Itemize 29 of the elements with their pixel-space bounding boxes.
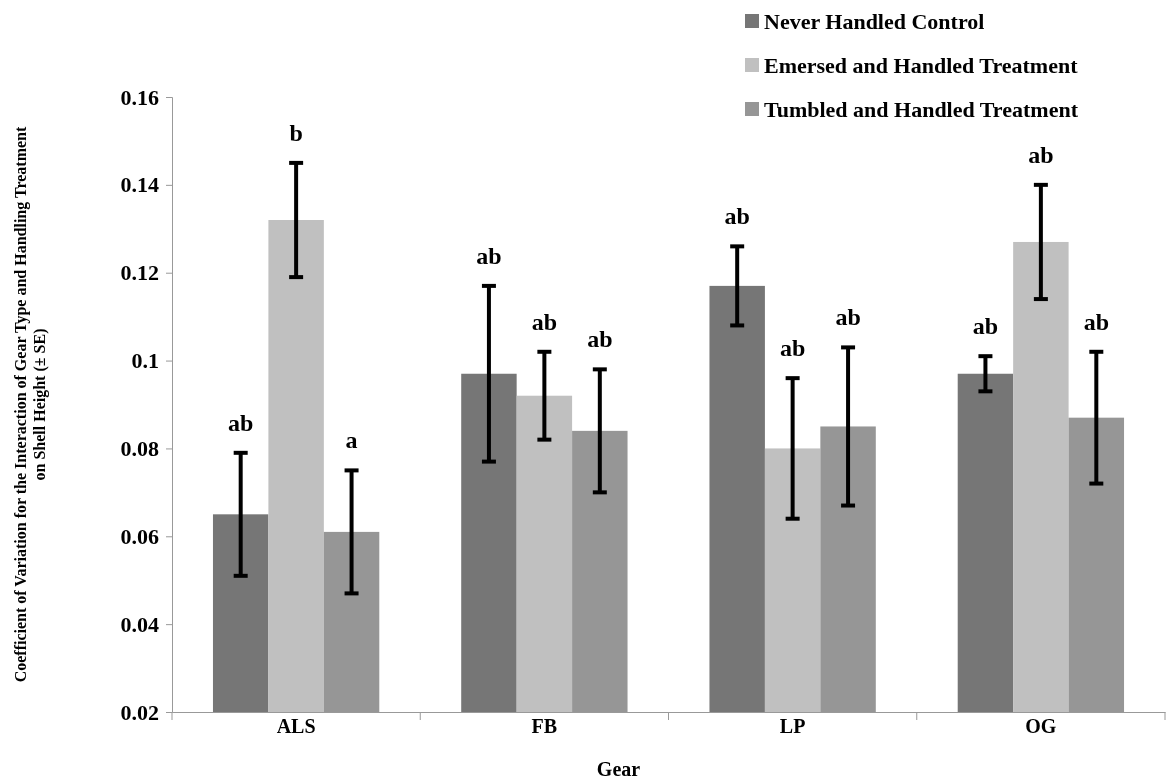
legend-label: Never Handled Control [764, 9, 985, 34]
annotation: a [345, 427, 358, 454]
x-tick-label: OG [1025, 715, 1057, 737]
y-tick-label: 0.08 [120, 435, 159, 461]
y-tick-label: 0.02 [120, 699, 159, 725]
annotation: ab [228, 409, 254, 436]
annotation: ab [587, 326, 613, 353]
y-tick-label: 0.04 [120, 611, 159, 637]
annotation: ab [724, 203, 750, 230]
x-tick-label: LP [779, 715, 806, 737]
annotation: ab [1083, 308, 1109, 335]
legend-label: Tumbled and Handled Treatment [764, 97, 1079, 122]
annotation: ab [476, 242, 502, 269]
x-tick-label: FB [531, 715, 558, 737]
annotation: ab [972, 313, 999, 340]
y-tick-label: 0.06 [120, 523, 159, 549]
x-tick-label: ALS [276, 715, 316, 737]
y-tick-label: 0.16 [120, 84, 159, 110]
annotation: b [289, 119, 303, 146]
annotation: ab [531, 308, 558, 335]
y-axis-title: Coefficient of Variation for the Interaction of Gear Type and Handling Treatment on Shell Height (± SE) [12, 125, 49, 683]
x-axis-title: Gear [596, 758, 641, 780]
annotation: ab [1028, 141, 1054, 168]
y-tick-label: 0.14 [120, 172, 159, 198]
y-tick-label: 0.12 [120, 260, 159, 286]
annotation: ab [835, 304, 861, 331]
annotation: ab [779, 335, 806, 362]
legend-label: Emersed and Handled Treatment [764, 53, 1079, 78]
y-tick-label: 0.1 [131, 348, 159, 374]
